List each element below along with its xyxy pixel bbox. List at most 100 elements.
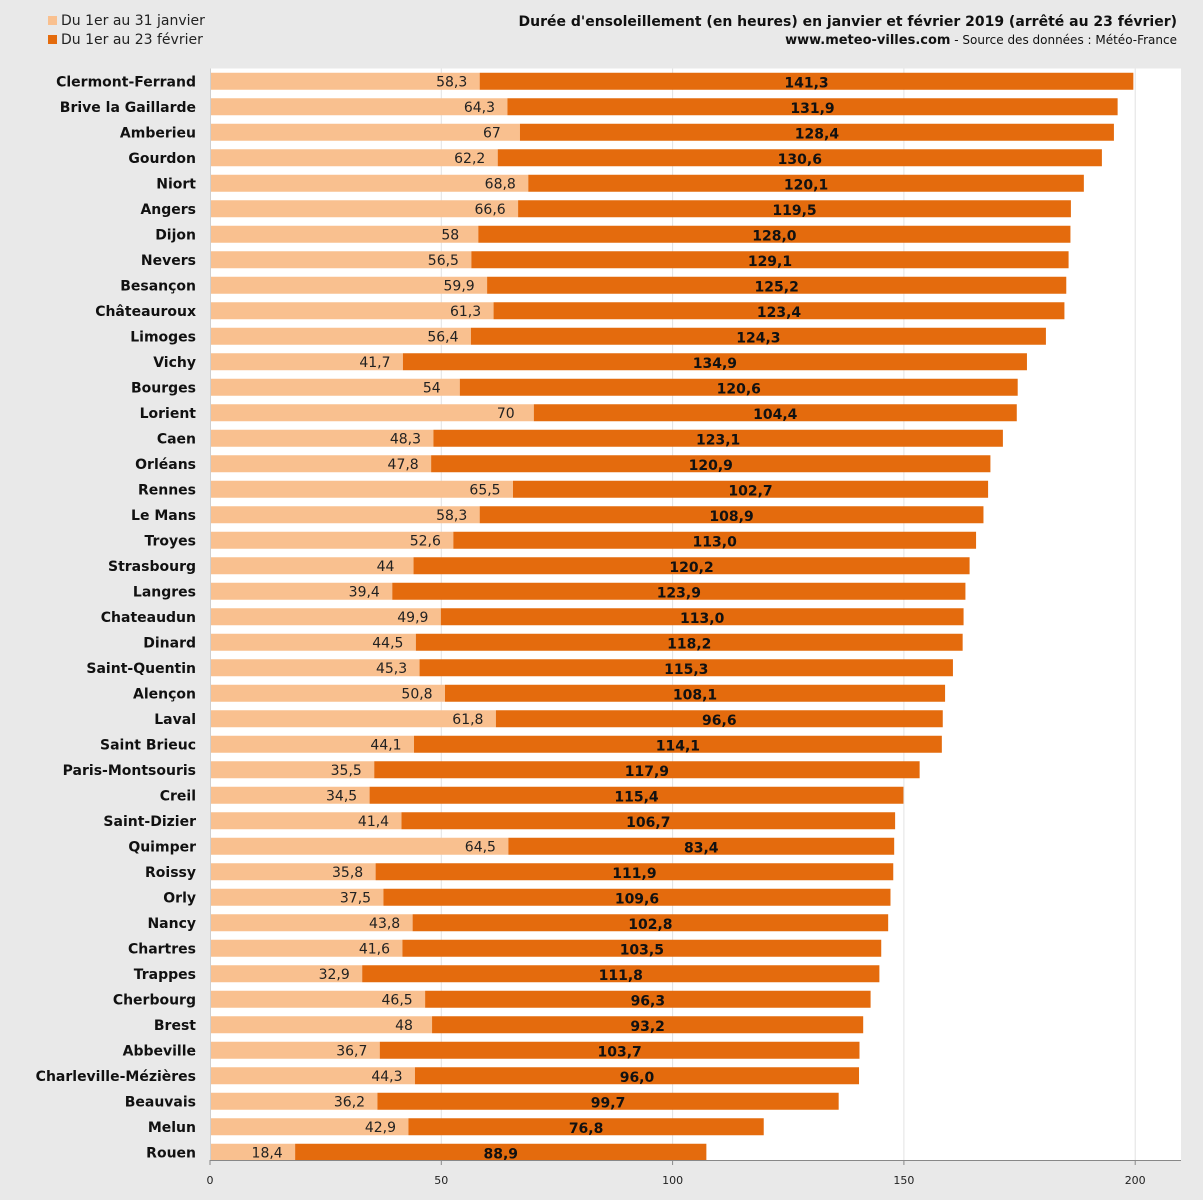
- data-label-january: 32,9: [319, 967, 350, 983]
- bar-january: [210, 735, 415, 753]
- category-label: Strasbourg: [108, 559, 196, 575]
- bar-january: [210, 378, 460, 396]
- data-label-february: 96,0: [620, 1070, 655, 1086]
- data-label-february: 125,2: [755, 279, 799, 295]
- data-label-february: 103,7: [597, 1044, 641, 1060]
- bar-january: [210, 888, 384, 906]
- category-label: Angers: [140, 202, 196, 218]
- data-label-february: 131,9: [790, 101, 834, 117]
- data-label-february: 123,9: [657, 585, 701, 601]
- bar-january: [210, 837, 509, 855]
- data-label-january: 56,5: [428, 253, 459, 269]
- data-label-january: 41,7: [359, 355, 390, 371]
- category-label: Trappes: [134, 967, 196, 983]
- data-label-january: 49,9: [397, 610, 428, 626]
- category-label: Nevers: [141, 253, 196, 269]
- bar-january: [210, 327, 471, 345]
- data-label-february: 111,9: [612, 866, 656, 882]
- category-label: Rouen: [146, 1145, 196, 1161]
- category-label: Dinard: [143, 635, 196, 651]
- bar-february: [459, 378, 1018, 396]
- bar-february: [414, 1067, 860, 1085]
- bar-january: [210, 1118, 409, 1136]
- bar-february: [369, 786, 904, 804]
- data-label-february: 134,9: [693, 356, 737, 372]
- data-label-january: 48,3: [390, 431, 421, 447]
- data-label-february: 102,7: [728, 483, 772, 499]
- data-label-february: 108,9: [709, 509, 753, 525]
- bar-january: [210, 480, 514, 498]
- category-label: Vichy: [153, 355, 196, 371]
- data-label-february: 124,3: [736, 330, 780, 346]
- category-label: Melun: [148, 1120, 196, 1136]
- chart-header: Durée d'ensoleillement (en heures) en ja…: [519, 13, 1177, 49]
- data-label-january: 39,4: [349, 584, 380, 600]
- bar-january: [210, 72, 480, 90]
- data-label-february: 115,3: [664, 662, 708, 678]
- bar-january: [210, 506, 480, 524]
- bar-february: [487, 276, 1067, 294]
- bar-january: [210, 659, 420, 677]
- data-label-january: 52,6: [410, 533, 441, 549]
- bar-february: [431, 455, 991, 473]
- category-label: Creil: [160, 788, 196, 804]
- category-label: Rennes: [138, 482, 196, 498]
- bar-february: [362, 965, 880, 983]
- data-label-january: 44,1: [370, 737, 401, 753]
- data-label-february: 141,3: [784, 75, 828, 91]
- bar-january: [210, 633, 416, 651]
- category-label: Limoges: [130, 329, 196, 345]
- bar-february: [392, 582, 966, 600]
- bar-january: [210, 123, 520, 141]
- data-label-february: 114,1: [656, 738, 700, 754]
- data-label-january: 61,3: [450, 304, 481, 320]
- data-label-january: 61,8: [452, 712, 483, 728]
- data-source: - Source des données : Météo-France: [950, 33, 1177, 47]
- data-label-february: 129,1: [748, 254, 792, 270]
- category-label: Caen: [157, 431, 196, 447]
- data-label-february: 108,1: [673, 687, 717, 703]
- bar-february: [412, 914, 889, 932]
- data-label-february: 76,8: [569, 1121, 604, 1137]
- category-label: Charleville-Mézières: [36, 1069, 196, 1085]
- data-label-january: 35,5: [331, 763, 362, 779]
- data-label-february: 120,2: [669, 560, 713, 576]
- bar-february: [375, 863, 894, 881]
- bar-february: [497, 149, 1102, 167]
- category-label: Laval: [154, 712, 196, 728]
- bar-january: [210, 914, 413, 932]
- bar-january: [210, 990, 426, 1008]
- data-label-february: 99,7: [591, 1095, 626, 1111]
- category-label: Brest: [154, 1018, 196, 1034]
- data-label-january: 58,3: [436, 74, 467, 90]
- bar-january: [210, 149, 498, 167]
- data-label-january: 65,5: [469, 482, 500, 498]
- data-label-february: 96,6: [702, 713, 737, 729]
- bar-february: [479, 506, 984, 524]
- data-label-january: 45,3: [376, 661, 407, 677]
- bar-february: [377, 1092, 839, 1110]
- data-label-january: 54: [423, 380, 441, 396]
- bar-january: [210, 1092, 378, 1110]
- bar-january: [210, 1143, 296, 1161]
- data-label-february: 128,0: [752, 228, 797, 244]
- data-label-february: 93,2: [630, 1019, 665, 1035]
- data-label-january: 46,5: [382, 992, 413, 1008]
- category-label: Troyes: [145, 533, 197, 549]
- data-label-january: 44,5: [372, 635, 403, 651]
- site-name: www.meteo-villes.com: [785, 33, 951, 48]
- bar-february: [374, 761, 920, 779]
- data-label-february: 117,9: [625, 764, 669, 780]
- data-label-january: 44,3: [371, 1069, 402, 1085]
- data-label-january: 36,2: [334, 1094, 365, 1110]
- bar-january: [210, 353, 403, 371]
- data-label-january: 68,8: [485, 176, 516, 192]
- category-label: Niort: [156, 176, 196, 192]
- bar-february: [379, 1041, 860, 1059]
- bar-february: [383, 888, 891, 906]
- category-label: Roissy: [145, 865, 196, 881]
- bar-february: [440, 608, 964, 626]
- bar-january: [210, 761, 375, 779]
- bar-february: [413, 557, 970, 575]
- data-label-january: 64,3: [464, 100, 495, 116]
